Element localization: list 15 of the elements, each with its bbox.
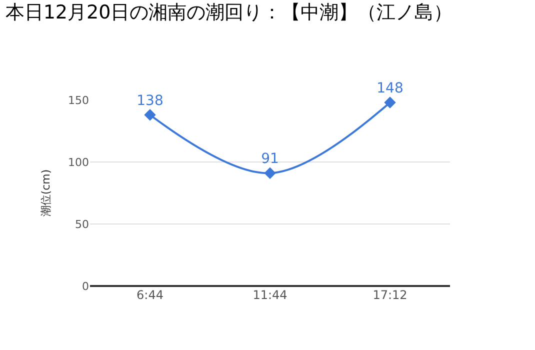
data-label: 91: [261, 151, 279, 168]
point: [144, 109, 156, 121]
y-tick-label: 100: [68, 156, 89, 169]
x-tick-label: 11:44: [252, 288, 288, 302]
y-tick-label: 0: [82, 280, 89, 293]
data-label: 138: [136, 92, 164, 109]
y-tick-label: 50: [75, 218, 89, 231]
y-tick-label: 150: [68, 94, 89, 107]
point: [264, 167, 276, 180]
data-label: 148: [376, 80, 404, 96]
point: [384, 96, 396, 108]
x-tick-label: 6:44: [136, 288, 164, 302]
y-axis-title: 潮位(cm): [40, 169, 53, 217]
x-tick-label: 17:12: [372, 288, 408, 302]
chart-title: 本日12月20日の湘南の潮回り：【中潮】（江ノ島）: [5, 2, 453, 24]
